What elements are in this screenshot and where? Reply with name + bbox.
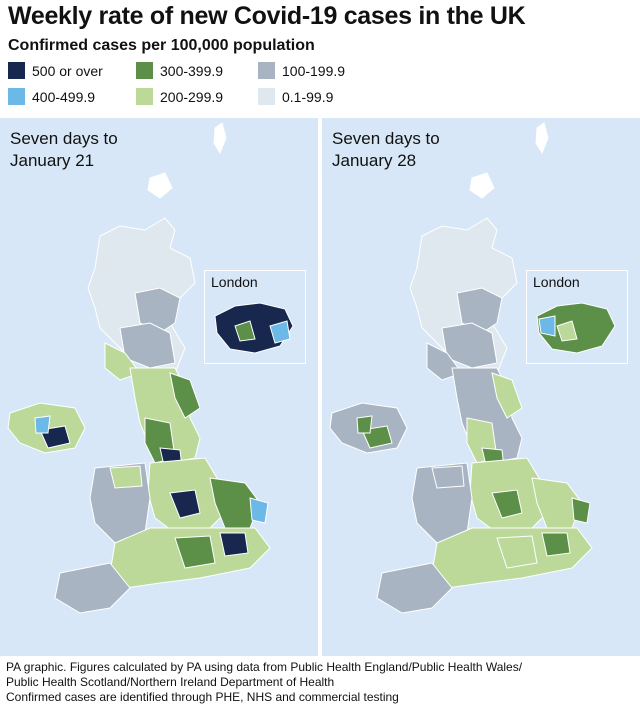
legend-item: 100-199.9 (258, 62, 345, 79)
footer-line: Confirmed cases are identified through P… (6, 690, 399, 704)
legend-item: 300-399.9 (136, 62, 223, 79)
london-blue (538, 315, 556, 337)
legend-item: 400-499.9 (8, 88, 95, 105)
region-orkney (469, 172, 495, 199)
uk-map (7, 122, 271, 614)
legend-swatch (8, 88, 25, 105)
map-panel-jan28: Seven days to January 28 London (322, 118, 640, 656)
legend-label: 0.1-99.9 (282, 88, 334, 105)
region-wales-north (431, 465, 465, 489)
london-inset: London (204, 270, 306, 364)
region-ni-blue (356, 415, 373, 434)
region-scotland-east (456, 287, 503, 334)
legend-label: 100-199.9 (282, 62, 346, 79)
region-shetland (535, 122, 549, 155)
region-ni-blue (34, 415, 51, 434)
legend-label: 500 or over (32, 62, 103, 79)
legend-swatch (258, 88, 275, 105)
region-southwest (54, 562, 131, 614)
region-south-green (174, 535, 216, 569)
legend-swatch (258, 62, 275, 79)
region-london-area (219, 532, 249, 557)
london-label: London (211, 274, 258, 290)
london-green (234, 320, 256, 342)
legend-item: 0.1-99.9 (258, 88, 333, 105)
map-title: Seven days to January 28 (332, 129, 440, 170)
legend-label: 200-299.9 (160, 88, 224, 105)
legend-swatch (8, 62, 25, 79)
region-midlands-dark (169, 489, 201, 519)
chart-title: Weekly rate of new Covid-19 cases in the… (8, 2, 526, 30)
region-east-blue (249, 497, 269, 524)
london-map (214, 302, 294, 354)
uk-map (329, 122, 593, 614)
legend-swatch (136, 62, 153, 79)
footer-line: Public Health Scotland/Northern Ireland … (6, 675, 335, 689)
region-north-east (169, 372, 201, 419)
london-map (536, 302, 616, 354)
legend: 500 or over 400-499.9 300-399.9 200-299.… (8, 62, 638, 110)
legend-swatch (136, 88, 153, 105)
london-blue (269, 320, 291, 344)
footer-notes: PA graphic. Figures calculated by PA usi… (6, 660, 636, 705)
region-south-green (496, 535, 538, 569)
region-midlands-dark (491, 489, 523, 519)
legend-item: 500 or over (8, 62, 103, 79)
legend-label: 400-499.9 (32, 88, 96, 105)
region-shetland (213, 122, 227, 155)
legend-label: 300-399.9 (160, 62, 224, 79)
london-inset: London (526, 270, 628, 364)
region-southwest (376, 562, 453, 614)
footer-line: PA graphic. Figures calculated by PA usi… (6, 660, 523, 674)
region-london-area (541, 532, 571, 557)
region-north-east (491, 372, 523, 419)
london-boroughs (536, 302, 616, 354)
region-orkney (147, 172, 173, 199)
london-light (556, 320, 578, 342)
region-scotland-east (134, 287, 181, 334)
region-wales-north (109, 465, 143, 489)
region-east-blue (571, 497, 591, 524)
map-title: Seven days to January 21 (10, 129, 118, 170)
legend-subtitle: Confirmed cases per 100,000 population (8, 37, 315, 54)
legend-item: 200-299.9 (136, 88, 223, 105)
london-label: London (533, 274, 580, 290)
map-panel-jan21: Seven days to January 21 London (0, 118, 318, 656)
